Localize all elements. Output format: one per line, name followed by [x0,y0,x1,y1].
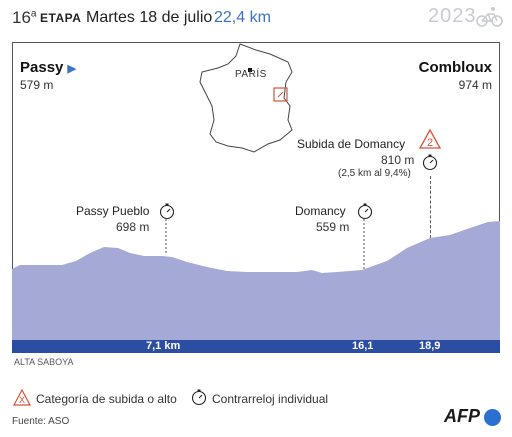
header: 16a ETAPA Martes 18 de julio 22,4 km 202… [0,0,512,34]
km-label-climb: 18,9 [419,340,441,352]
finish-vertical-line [499,42,500,352]
stopwatch-icon [357,203,373,220]
region-label: ALTA SABOYA [14,357,74,367]
climb-category-number: 2 [427,137,433,149]
finish-name: Combloux [418,59,492,76]
stage-word: ETAPA [40,11,82,25]
start-altitude: 579 m [20,78,54,92]
afp-logo-dot [484,409,501,426]
start-arrow-icon: ▶ [67,63,77,75]
stopwatch-legend-icon [191,389,207,406]
stage-date: Martes 18 de julio [86,9,213,26]
km-label-domancy: 16,1 [352,340,374,352]
stopwatch-icon [422,154,438,171]
climb-detail: (2,5 km al 9,4%) [338,168,411,179]
region-highlight-box [273,87,288,102]
climb-legend-icon: X [13,389,31,406]
header-divider [12,42,500,43]
elevation-profile [12,215,500,353]
climb-name: Subida de Domancy [297,137,406,151]
domancy-name: Domancy [295,204,346,218]
climb-category-icon: 2 [418,128,442,149]
finish-altitude: 974 m [458,78,492,92]
legend-timing-text: Contrarreloj individual [212,392,329,406]
cyclist-icon [476,7,503,27]
france-map [199,43,293,153]
climb-altitude: 810 m [381,153,415,167]
start-vertical-line [12,42,13,352]
distance-axis-bar [12,340,500,353]
tour-year: 2023 [428,5,477,27]
legend-climb-text: Categoría de subida o alto [36,392,177,406]
paris-marker [248,68,252,72]
svg-text:X: X [19,395,25,405]
km-label-passy-pueblo: 7,1 km [146,340,181,352]
france-outline [199,43,293,153]
start-name: Passy [20,59,64,76]
profile-area [12,221,500,340]
climb-leader [430,176,431,238]
map-city-label: PARÍS [235,69,267,80]
stopwatch-icon [159,203,175,220]
afp-logo: AFP [444,406,480,427]
stage-route-mark [277,91,284,98]
passy-pueblo-altitude: 698 m [116,220,150,234]
stage-number-value: 16 [12,8,31,27]
source-credit: Fuente: ASO [12,416,70,427]
stage-number: 16a [12,8,36,28]
domancy-altitude: 559 m [316,220,350,234]
start-label: Passy ▶ [20,59,76,76]
afp-logo-text: AFP [444,406,480,426]
stage-distance: 22,4 km [214,9,271,26]
passy-pueblo-name: Passy Pueblo [76,204,150,218]
stage-number-suffix: a [30,8,37,20]
